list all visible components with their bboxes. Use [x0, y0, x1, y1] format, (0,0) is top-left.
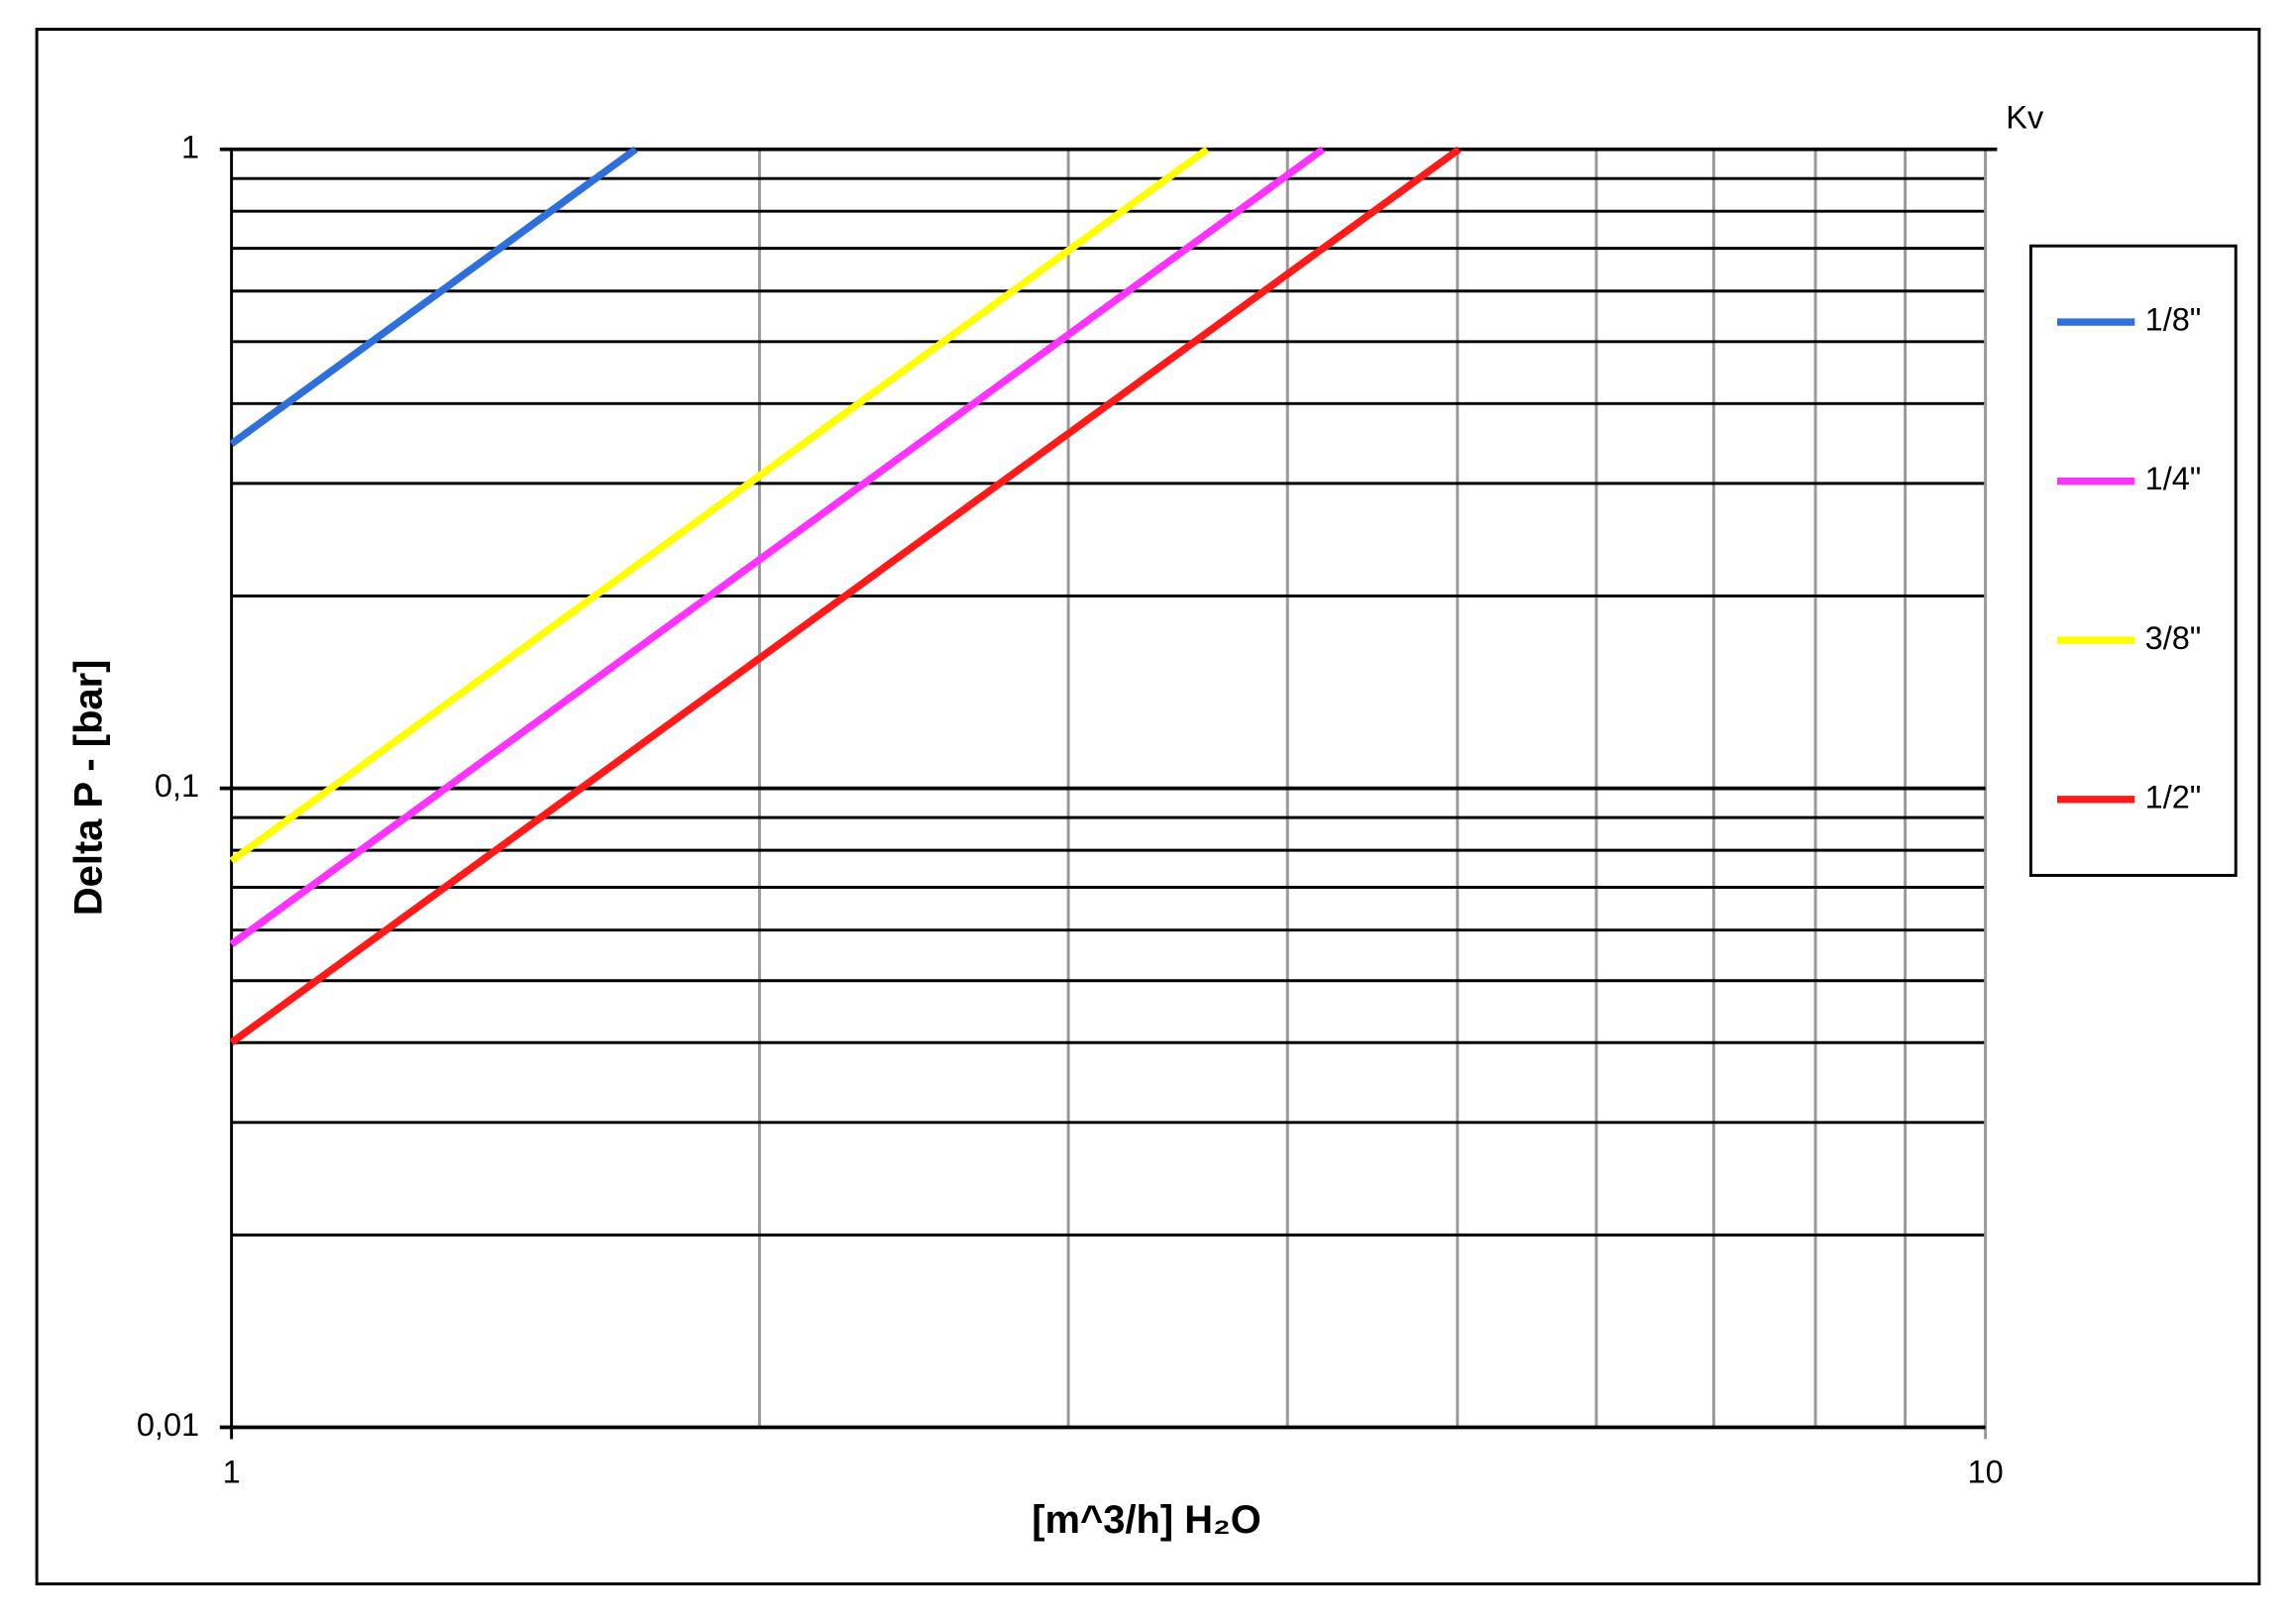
x-tick-label: 1: [223, 1454, 241, 1489]
data-line: [229, 146, 1462, 1046]
data-line: [229, 146, 638, 447]
legend-title: Kv: [2006, 100, 2044, 136]
legend-label: 1/8": [2145, 302, 2202, 338]
legend-label: 1/2": [2145, 779, 2202, 814]
chart-border: [35, 28, 2261, 1586]
x-axis-label: [m^3/h] H₂O: [1032, 1498, 1261, 1542]
legend-label: 1/4": [2145, 461, 2202, 496]
data-line: [229, 146, 1326, 948]
y-tick-label: 0,1: [155, 768, 199, 804]
x-tick-label: 10: [1968, 1454, 2004, 1489]
legend-label: 3/8": [2145, 620, 2202, 656]
y-tick-label: 1: [181, 129, 199, 164]
data-line: [229, 146, 1210, 864]
legend-box: [2028, 244, 2238, 877]
y-tick-label: 0,01: [137, 1407, 199, 1443]
y-axis-label: Delta P - [bar]: [66, 660, 110, 917]
